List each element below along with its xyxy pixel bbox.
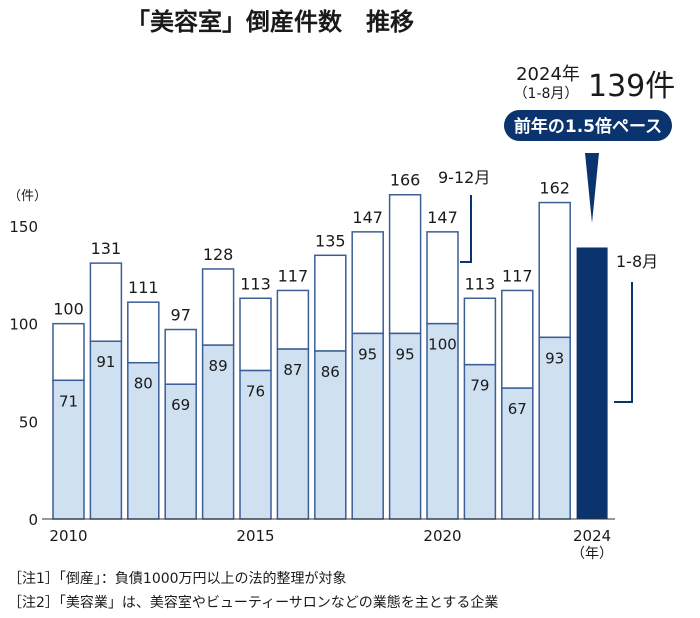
bracket-lower-label: 1-8月	[616, 252, 658, 271]
bar-2016-upper	[276, 289, 310, 350]
bar-2011-lower	[89, 340, 123, 520]
bar-2017-upper	[314, 254, 347, 352]
bar-2021-lower	[463, 363, 497, 520]
bar-2013-lower	[164, 383, 197, 520]
lower-label: 95	[396, 345, 415, 363]
bar-2014-upper	[201, 268, 235, 346]
y-tick-label: 0	[28, 511, 38, 529]
lower-label: 79	[470, 377, 489, 395]
bar-chart: 「美容室」倒産件数 推移 （件） （年） 0 50 100 150 100 71 131 9…	[8, 8, 675, 562]
lower-label: 71	[59, 392, 78, 410]
total-label: 166	[390, 171, 421, 190]
badge-text: 前年の1.5倍ペース	[514, 116, 662, 137]
y-axis-label: （件）	[8, 189, 47, 204]
annotation-year: 2024年	[516, 64, 580, 85]
lower-label: 69	[171, 396, 190, 414]
x-tick-label: 2015	[236, 527, 274, 545]
total-label: 111	[128, 278, 159, 297]
bar-2017-lower	[314, 350, 347, 520]
x-tick-label: 2024	[573, 527, 611, 545]
chart-title: 「美容室」倒産件数 推移	[126, 8, 414, 36]
x-tick-label: 2010	[49, 527, 87, 545]
bar-2011-upper	[89, 262, 123, 342]
annotation-count: 139件	[588, 69, 675, 104]
bracket-upper	[460, 195, 472, 263]
y-tick-label: 50	[19, 413, 38, 431]
bar-2018-upper	[351, 231, 384, 335]
total-label: 117	[278, 266, 309, 285]
lower-label: 76	[246, 383, 265, 401]
total-label: 128	[203, 245, 234, 264]
bar-2022-upper	[501, 289, 534, 389]
lower-label: 93	[545, 349, 564, 367]
bar-2010-lower	[52, 379, 85, 520]
bar-2019-upper	[388, 193, 422, 335]
total-label: 131	[91, 239, 122, 258]
lower-label: 89	[209, 357, 228, 375]
bar-2020-upper	[426, 231, 459, 325]
total-label: 135	[315, 231, 346, 250]
bar-2020-lower	[426, 322, 459, 520]
bar-2024-highlight	[576, 247, 608, 519]
annotation-period: （1-8月）	[514, 86, 579, 102]
y-tick-label: 150	[9, 218, 38, 236]
badge-background	[504, 110, 672, 141]
total-label: 162	[539, 179, 570, 198]
bar-2023-upper	[538, 201, 571, 339]
x-axis-label: （年）	[571, 546, 613, 562]
bracket-upper-label: 9-12月	[438, 168, 490, 187]
bar-2023-lower	[538, 336, 571, 520]
bar-2013-upper	[164, 328, 197, 385]
footnote-1: ［注1］「倒産」：負債1000万円以上の法的整理が対象	[8, 571, 347, 587]
lower-label: 100	[428, 336, 457, 354]
bar-2015-upper	[239, 297, 272, 372]
total-label: 113	[465, 274, 496, 293]
total-label: 97	[171, 306, 191, 325]
bar-2019-lower	[388, 332, 422, 520]
y-tick-label: 100	[9, 316, 38, 334]
total-label: 117	[502, 266, 533, 285]
pointer-wedge	[585, 153, 599, 223]
lower-label: 67	[508, 400, 527, 418]
bar-2015-lower	[239, 369, 272, 520]
footnote-2: ［注2］「美容業」は、美容室やビューティーサロンなどの業態を主とする企業	[8, 595, 499, 611]
x-tick-label: 2020	[423, 527, 461, 545]
bar-2021-upper	[463, 297, 497, 366]
total-label: 113	[240, 274, 271, 293]
lower-label: 95	[358, 345, 377, 363]
lower-label: 91	[96, 353, 115, 371]
total-label: 100	[53, 300, 84, 319]
lower-label: 86	[321, 363, 340, 381]
bracket-lower	[614, 282, 633, 403]
total-label: 147	[427, 208, 458, 227]
bar-2012-upper	[127, 301, 160, 364]
bar-2010-upper	[52, 322, 85, 382]
lower-label: 87	[283, 361, 302, 379]
lower-label: 80	[134, 375, 153, 393]
total-label: 147	[352, 208, 383, 227]
